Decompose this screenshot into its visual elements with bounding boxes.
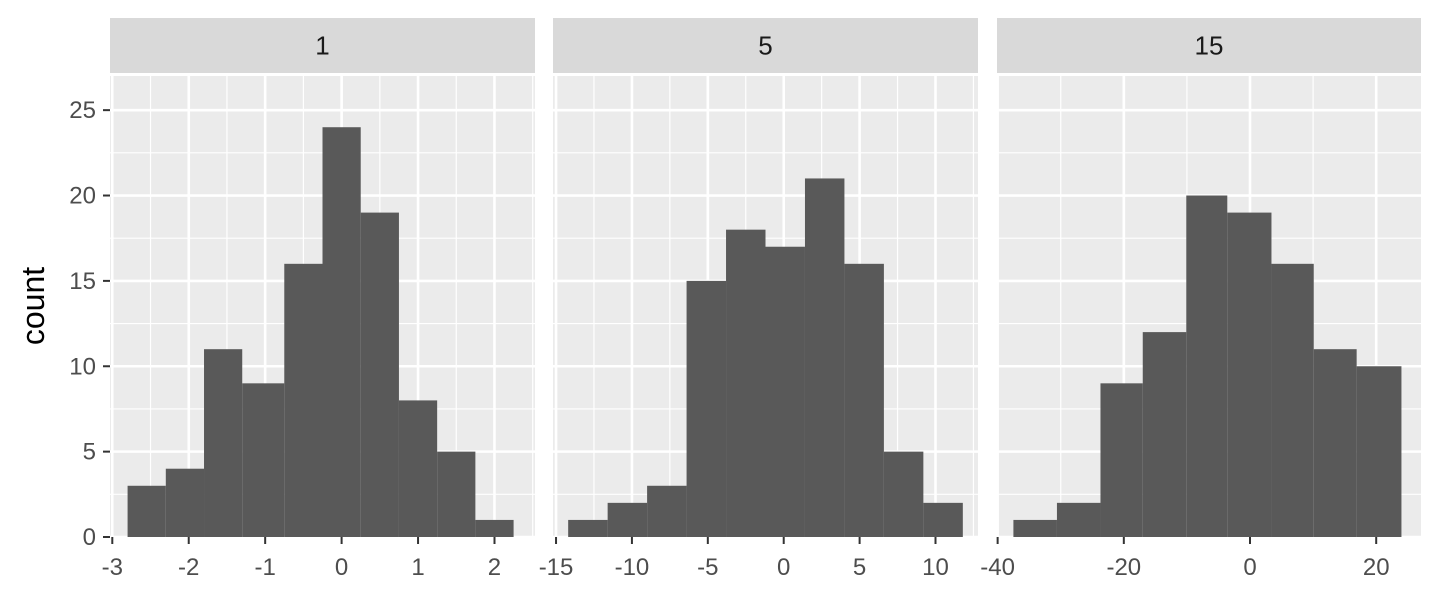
x-tick-label: -2 [178,554,199,581]
x-tick-label: -10 [615,554,650,581]
y-axis: 0 5 10 15 20 25 [69,97,110,551]
histogram-bar [398,400,438,537]
histogram-bar [165,468,205,537]
x-tick-label: 2 [488,554,501,581]
x-tick-label: 5 [853,554,866,581]
histogram-bar [1013,519,1057,537]
y-axis-label: count [15,267,51,345]
x-tick-label: -3 [102,554,123,581]
facet-strip [997,18,1421,73]
histogram-bar [1313,349,1357,537]
histogram-bar [475,519,514,537]
y-tick-label: 20 [69,183,96,210]
histogram-bar [568,519,608,537]
histogram-bar [1227,212,1272,537]
histogram-bar [844,263,884,537]
facet-strip [553,18,978,73]
facet-strip [110,18,535,73]
histogram-bar [284,263,323,537]
y-tick-label: 0 [83,524,96,551]
histogram-bar [686,280,727,537]
x-tick-label: -20 [1106,554,1141,581]
facet-strip-label: 1 [315,31,329,61]
y-tick-label: 15 [69,268,96,295]
x-tick-label: 0 [335,554,348,581]
histogram-bar [883,451,924,537]
histogram-bar [437,451,476,537]
facet-panel-1: 1 -3 -2 -1 0 1 2 [102,18,535,581]
histogram-bar [360,212,399,537]
x-tick-label: -1 [254,554,275,581]
x-tick-label: -5 [697,554,718,581]
histogram-bar [1271,263,1314,537]
y-tick-label: 5 [83,439,96,466]
x-tick-label: 0 [1243,554,1256,581]
histogram-bar [726,229,766,537]
histogram-bar [923,502,963,537]
histogram-bar [1356,366,1402,537]
x-tick-label: 20 [1363,554,1390,581]
histogram-bar [1056,502,1101,537]
x-tick-label: 0 [777,554,790,581]
x-tick-label: 1 [411,554,424,581]
x-tick-label: -15 [539,554,574,581]
histogram-bar [322,127,361,537]
histogram-bar [1100,383,1143,537]
facet-panel-15: 15 -40 -20 0 20 [980,18,1421,581]
histogram-bar [242,383,285,537]
facet-strip-label: 5 [758,31,772,61]
histogram-bar [607,502,648,537]
histogram-bar [204,349,243,537]
histogram-bar [1186,195,1228,537]
histogram-bar [647,485,687,537]
histogram-bar [804,178,845,537]
x-tick-label: -40 [980,554,1015,581]
x-tick-label: 10 [922,554,949,581]
facet-panel-5: 5 -15 -10 -5 0 5 10 [539,18,978,581]
facet-strip-label: 15 [1195,31,1224,61]
histogram-bar [127,485,166,537]
y-tick-label: 10 [69,353,96,380]
y-tick-label: 25 [69,97,96,124]
histogram-bar [765,246,805,538]
histogram-bar [1142,332,1187,537]
